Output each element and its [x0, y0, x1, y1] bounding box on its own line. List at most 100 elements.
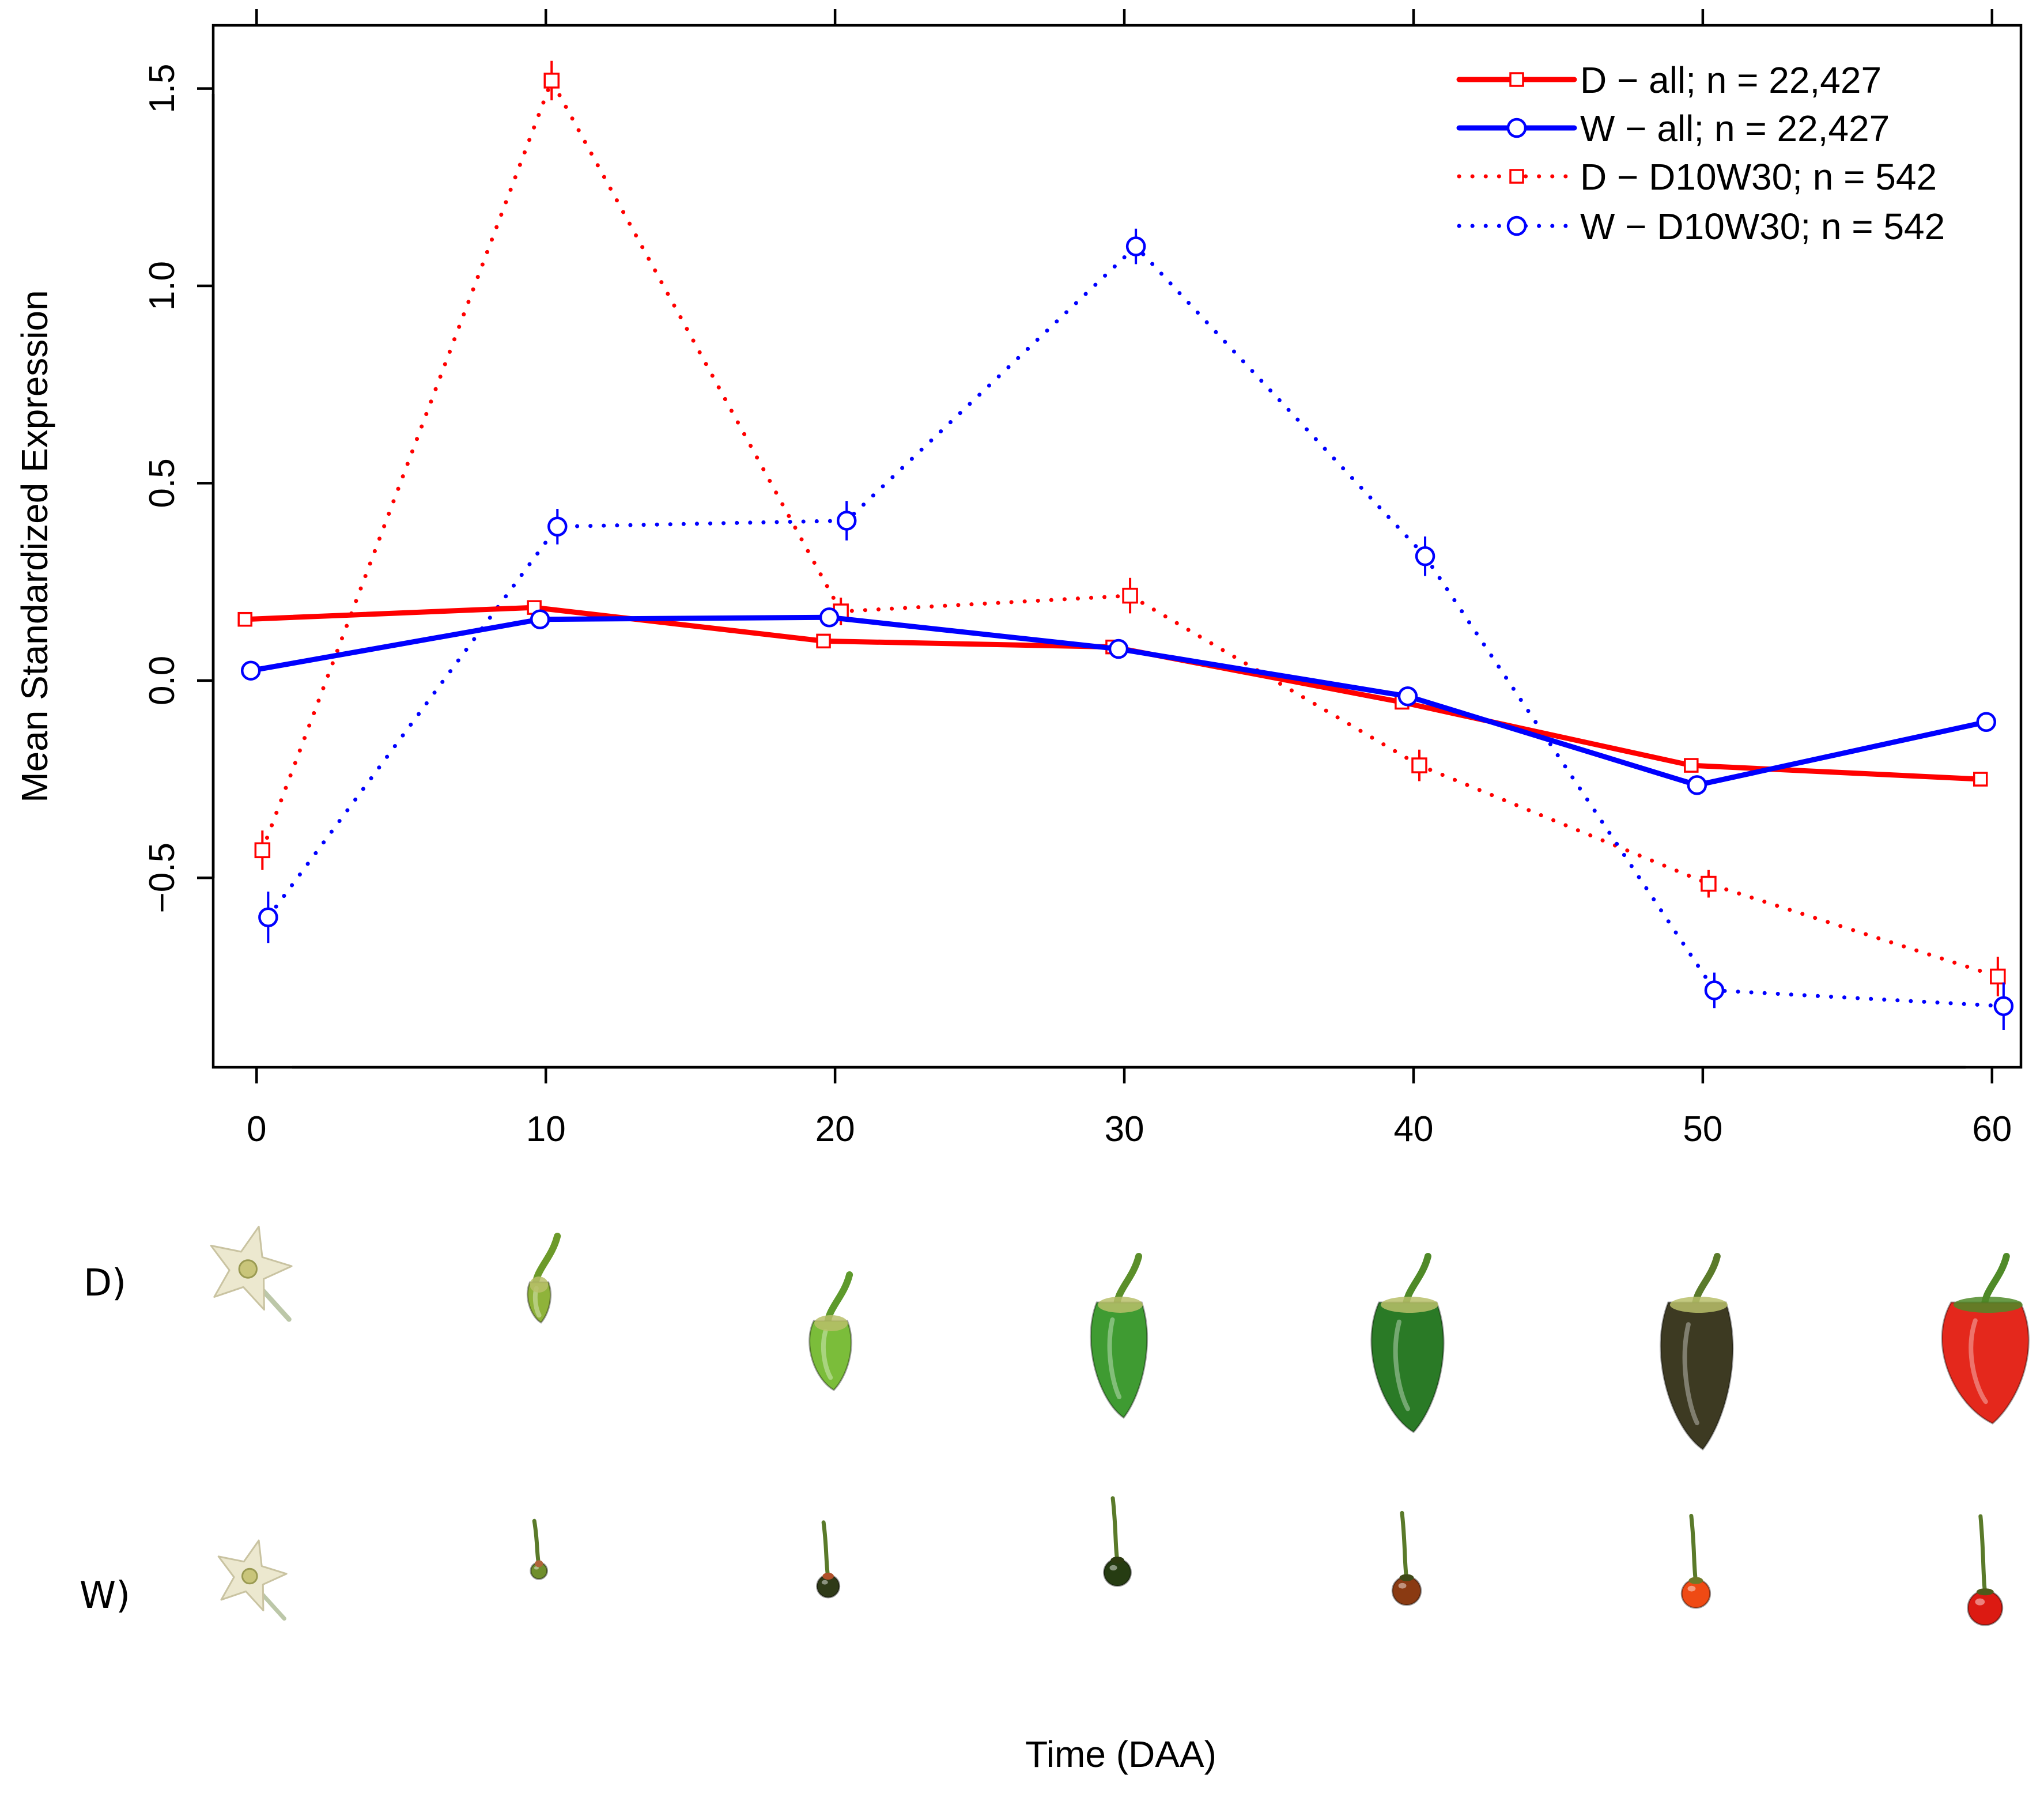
photo-W-60: [1967, 1514, 2004, 1626]
berry-highlight: [1687, 1585, 1696, 1592]
photo-W-0: [217, 1539, 288, 1621]
flower-center: [241, 1568, 258, 1585]
data-point-marker: [1415, 546, 1435, 566]
pepper-body: [1370, 1301, 1445, 1433]
series-3: [258, 228, 2014, 1030]
y-tick-label: 0.0: [142, 656, 182, 705]
pepper-calyx: [814, 1315, 848, 1331]
x-tick-label: 30: [1105, 1109, 1144, 1149]
berry-calyx: [1399, 1574, 1414, 1581]
pepper-body: [526, 1281, 551, 1324]
pepper-calyx: [1380, 1297, 1438, 1313]
photo-D-0: [210, 1225, 293, 1322]
pepper-calyx: [530, 1276, 549, 1293]
pepper-highlight: [1682, 1322, 1699, 1426]
x-axis-title: Time (DAA): [1025, 1733, 1216, 1775]
pepper-calyx: [1953, 1297, 2023, 1313]
photo-row-W: [217, 1496, 2004, 1626]
legend-marker: [1509, 169, 1524, 184]
pepper-body: [1941, 1301, 2030, 1425]
flower-center: [238, 1259, 258, 1279]
photo-D-50: [1660, 1253, 1734, 1451]
photo-D-10: [526, 1233, 561, 1324]
pepper-body: [1090, 1301, 1148, 1419]
fruit-photo-panels: [210, 1225, 2030, 1626]
legend: D − all; n = 22,427 W − all; n = 22,427 D …: [1456, 59, 1945, 247]
pepper-highlight: [1107, 1317, 1122, 1399]
data-point-marker: [547, 516, 568, 537]
data-point-marker: [543, 73, 560, 89]
data-point-marker: [1397, 686, 1418, 707]
data-point-marker: [1973, 772, 1988, 787]
data-point-marker: [1701, 875, 1717, 892]
berry-calyx: [535, 1560, 543, 1568]
data-point-marker: [816, 633, 831, 649]
berry-stem: [1110, 1496, 1120, 1563]
data-point-marker: [237, 611, 252, 627]
berry-stem: [821, 1520, 830, 1580]
pepper-body: [1660, 1301, 1734, 1451]
pepper-highlight: [821, 1329, 833, 1380]
data-point-marker: [1122, 587, 1138, 604]
legend-label: D − all; n = 22,427: [1580, 59, 1881, 101]
data-point-marker: [1704, 980, 1725, 1000]
data-point-marker: [240, 660, 261, 681]
data-point-marker: [1684, 758, 1699, 773]
berry-calyx: [1976, 1588, 1994, 1596]
legend-marker: [1506, 118, 1527, 138]
y-tick-label: −0.5: [142, 843, 182, 913]
x-tick-label: 10: [526, 1109, 566, 1149]
y-axis: −0.5 0.0 0.5 1.0 1.5: [142, 63, 215, 913]
berry-stem: [1689, 1513, 1698, 1584]
berry-fruit: [1967, 1589, 2004, 1626]
photo-W-20: [816, 1520, 841, 1599]
series-1: [240, 607, 1997, 795]
y-tick-label: 0.5: [142, 458, 182, 508]
data-point-marker: [258, 907, 278, 928]
pepper-calyx: [1669, 1297, 1728, 1313]
berry-calyx: [1110, 1557, 1124, 1564]
photo-W-40: [1391, 1510, 1422, 1606]
series-2: [254, 61, 2006, 996]
photo-W-30: [1103, 1496, 1132, 1587]
row-label-W: W): [80, 1574, 130, 1617]
y-tick-label: 1.0: [142, 261, 182, 311]
row-label-D: D): [84, 1262, 126, 1305]
berry-highlight: [1109, 1565, 1117, 1571]
legend-label: W − all; n = 22,427: [1580, 108, 1890, 149]
data-point-marker: [1990, 968, 2006, 985]
pepper-calyx: [1098, 1297, 1143, 1313]
data-point-marker: [819, 607, 840, 628]
photo-D-30: [1090, 1253, 1148, 1419]
data-point-marker: [836, 511, 857, 531]
photo-D-20: [808, 1271, 853, 1391]
flower-stem: [260, 1592, 286, 1621]
photo-D-40: [1370, 1253, 1445, 1433]
berry-stem: [1400, 1510, 1409, 1581]
pepper-body: [808, 1320, 852, 1391]
data-point-marker: [530, 609, 550, 629]
legend-label: W − D10W30; n = 542: [1580, 206, 1945, 247]
berry-highlight: [1975, 1598, 1985, 1606]
legend-marker: [1509, 72, 1524, 87]
x-tick-label: 40: [1393, 1109, 1433, 1149]
pepper-highlight: [1969, 1318, 1988, 1404]
data-point-marker: [1125, 236, 1146, 256]
y-axis-title: Mean Standardized Expression: [14, 290, 55, 802]
x-axis: 0 10 20 30 40 50 60: [247, 9, 2012, 1149]
photo-row-labels: D) W): [80, 1262, 130, 1617]
berry-highlight: [821, 1580, 828, 1585]
series-line: [266, 243, 2006, 1009]
photo-D-60: [1941, 1253, 2030, 1425]
x-tick-label: 20: [815, 1109, 855, 1149]
photo-W-10: [530, 1519, 549, 1580]
data-point-marker: [1993, 996, 2014, 1017]
x-tick-label: 50: [1683, 1109, 1722, 1149]
data-point-marker: [1687, 775, 1707, 795]
x-tick-label: 0: [247, 1109, 266, 1149]
photo-row-D: [210, 1225, 2030, 1451]
berry-stem: [532, 1519, 541, 1567]
data-point-marker: [1108, 639, 1129, 659]
photo-W-50: [1680, 1513, 1711, 1609]
